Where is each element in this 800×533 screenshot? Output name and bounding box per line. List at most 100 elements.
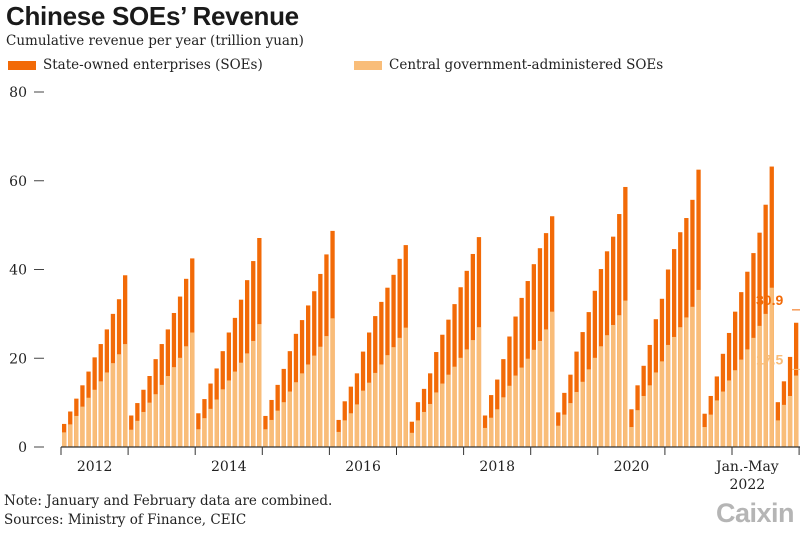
bar-central-soes: [501, 397, 506, 447]
bar-central-soes: [159, 384, 164, 447]
bar-central-soes: [269, 419, 274, 447]
bar-central-soes: [232, 371, 238, 447]
bar-central-soes: [104, 372, 109, 447]
bar-central-soes: [702, 427, 707, 447]
bar-central-soes: [617, 315, 622, 447]
bar-central-soes: [635, 410, 640, 447]
bar-central-soes: [330, 318, 335, 447]
bar-central-soes: [74, 415, 79, 447]
bar-central-soes: [226, 380, 231, 447]
bar-central-soes: [525, 358, 530, 447]
bar-central-soes: [513, 375, 518, 447]
bar-central-soes: [592, 357, 597, 447]
bar-central-soes: [763, 313, 768, 447]
bar-central-soes: [184, 346, 189, 447]
bar-central-soes: [238, 362, 244, 447]
bar-central-soes: [769, 287, 774, 447]
bar-central-soes: [440, 383, 445, 447]
y-tick-label: 20: [9, 351, 27, 367]
annotation-label: 30.9: [756, 292, 783, 308]
bar-central-soes: [135, 420, 140, 447]
x-tick-label: 2018: [479, 459, 515, 475]
bar-central-soes: [446, 374, 451, 447]
bar-central-soes: [336, 431, 341, 447]
bar-central-soes: [86, 397, 91, 447]
bar-central-soes: [647, 385, 652, 447]
bar-central-soes: [586, 369, 591, 447]
bar-central-soes: [574, 391, 579, 447]
bar-central-soes: [80, 406, 85, 447]
bar-central-soes: [684, 317, 689, 447]
bar-central-soes: [403, 327, 408, 447]
bar-central-soes: [678, 327, 683, 447]
bar-central-soes: [129, 429, 134, 447]
bar-central-soes: [299, 373, 305, 447]
bar-central-soes: [293, 382, 299, 447]
chart-title: Chinese SOEs’ Revenue: [6, 1, 299, 31]
bar-central-soes: [434, 392, 439, 447]
bar-central-soes: [202, 418, 207, 447]
bar-central-soes: [391, 347, 396, 447]
chart-subtitle: Cumulative revenue per year (trillion yu…: [6, 33, 304, 49]
legend-label-soes: State-owned enterprises (SOEs): [43, 57, 263, 73]
x-tick-label: 2020: [614, 459, 650, 475]
legend-label-central-soes: Central government-administered SOEs: [389, 57, 664, 73]
legend-swatch-central-soes: [354, 60, 382, 70]
bar-central-soes: [452, 366, 457, 447]
caixin-logo: Caixin: [715, 498, 795, 528]
bar-central-soes: [476, 327, 482, 447]
legend-item-soes: State-owned enterprises (SOEs): [8, 57, 263, 73]
bar-central-soes: [177, 357, 183, 447]
x-tick-label: Jan.-May: [714, 459, 779, 475]
bar-central-soes: [690, 306, 695, 447]
bar-central-soes: [397, 337, 402, 447]
bar-central-soes: [62, 432, 67, 447]
bar-central-soes: [696, 289, 701, 447]
bar-central-soes: [726, 380, 732, 447]
bar-central-soes: [354, 404, 360, 447]
bar-central-soes: [190, 332, 195, 447]
bar-central-soes: [659, 361, 665, 447]
bar-central-soes: [568, 403, 573, 447]
bar-central-soes: [470, 340, 475, 447]
bar-central-soes: [775, 420, 780, 447]
bar-central-soes: [263, 429, 268, 447]
bar-central-soes: [458, 357, 463, 447]
y-tick-label: 80: [9, 85, 27, 101]
bar-central-soes: [153, 394, 158, 447]
bar-central-soes: [251, 340, 256, 447]
bar-central-soes: [708, 414, 713, 447]
bar-central-soes: [464, 349, 469, 447]
bar-central-soes: [214, 399, 219, 447]
bar-central-soes: [116, 354, 122, 447]
bar-central-soes: [379, 364, 384, 447]
bar-central-soes: [98, 381, 103, 447]
bar-central-soes: [348, 413, 353, 447]
bar-central-soes: [543, 329, 549, 447]
bar-central-soes: [409, 432, 414, 447]
bar-central-soes: [360, 390, 366, 447]
bar-central-soes: [781, 404, 787, 447]
bar-central-soes: [665, 344, 671, 447]
legend-item-central-soes: Central government-administered SOEs: [354, 57, 663, 73]
bar-central-soes: [306, 364, 311, 447]
bar-central-soes: [281, 402, 286, 447]
bar-central-soes: [562, 414, 567, 447]
annotation-label: 17.5: [756, 351, 783, 367]
bar-central-soes: [629, 427, 634, 447]
bar-central-soes: [733, 370, 738, 447]
bar-central-soes: [720, 391, 726, 447]
bar-central-soes: [165, 376, 170, 447]
bar-central-soes: [751, 337, 756, 447]
bar-central-soes: [531, 349, 536, 447]
bar-central-soes: [519, 367, 524, 447]
y-tick-label: 60: [9, 174, 27, 190]
bar-central-soes: [110, 363, 116, 447]
bar-central-soes: [208, 408, 213, 447]
chart-note: Note: January and February data are comb…: [4, 493, 333, 509]
bar-central-soes: [421, 411, 427, 447]
bar-central-soes: [92, 389, 97, 447]
bar-central-soes: [367, 382, 372, 447]
bar-central-soes: [787, 395, 793, 447]
